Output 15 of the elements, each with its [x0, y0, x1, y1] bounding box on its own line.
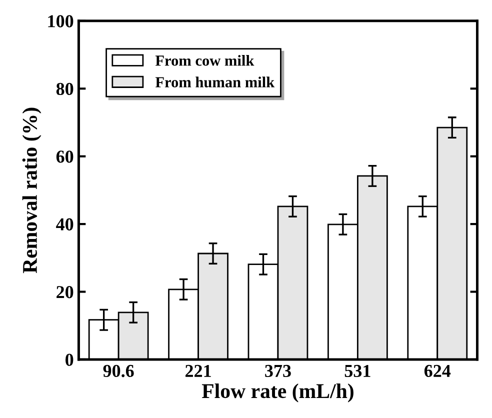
- x-tick-label: 221: [185, 364, 211, 377]
- legend-label: From human milk: [155, 76, 275, 88]
- x-tick-label: 90.6: [103, 364, 134, 378]
- y-axis-title: Removal ratio (%): [22, 108, 42, 274]
- y-tick-label: 60: [56, 150, 74, 163]
- y-tick-label: 80: [56, 82, 74, 96]
- x-tick-label: 624: [424, 364, 451, 378]
- y-tick-label: 20: [56, 286, 74, 298]
- x-tick-label: 531: [344, 364, 370, 378]
- y-tick-label: 40: [56, 218, 74, 230]
- legend-label: From cow milk: [155, 55, 254, 66]
- y-tick-label: 0: [66, 354, 74, 366]
- y-tick-label: 100: [48, 15, 74, 28]
- x-axis-title: Flow rate (mL/h): [202, 383, 354, 402]
- x-tick-label: 373: [265, 364, 291, 378]
